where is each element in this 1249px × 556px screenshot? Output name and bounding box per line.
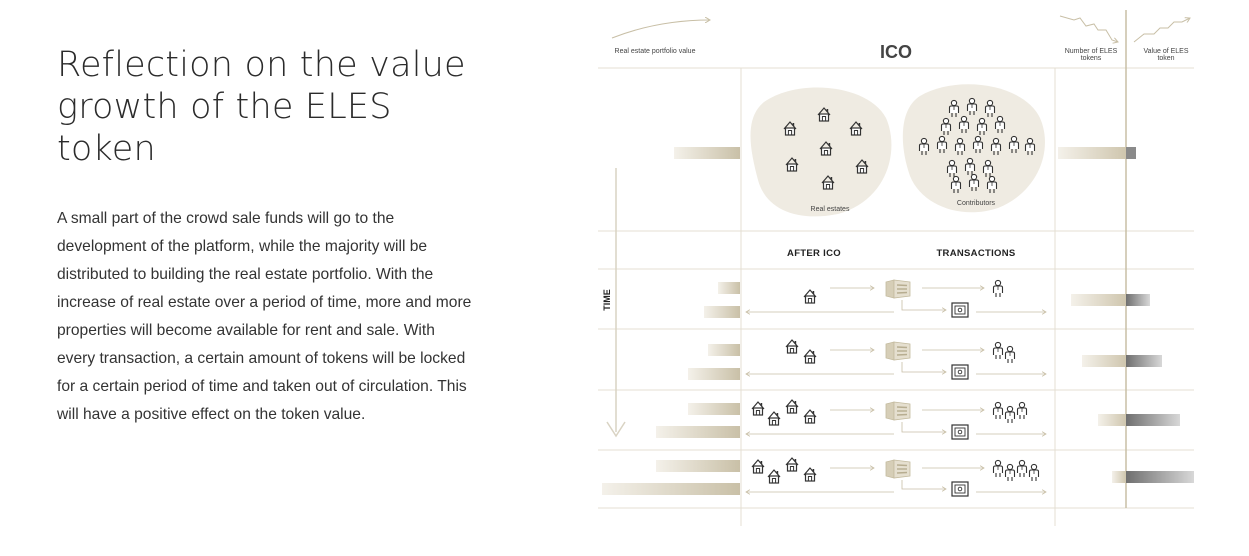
value-bar-4 <box>1126 471 1194 483</box>
portfolio-bar-3a <box>688 403 740 415</box>
page-title: Reflection on the value growth of the EL… <box>57 45 466 169</box>
portfolio-value-label: Real estate portfolio value <box>614 48 696 55</box>
portfolio-bar-3b <box>656 426 740 438</box>
value-bar-1 <box>1126 294 1150 306</box>
real-estates-label: Real estates <box>810 206 850 213</box>
value-bar-ico <box>1126 147 1136 159</box>
portfolio-bar-ico <box>674 147 740 159</box>
tokens-bar-4 <box>1112 471 1126 483</box>
portfolio-bar-1a <box>718 282 740 294</box>
portfolio-bar-4a <box>656 460 740 472</box>
after-ico-header: AFTER ICO <box>787 248 841 259</box>
portfolio-bar-1b <box>704 306 740 318</box>
value-growth-diagram: Real estate portfolio value ICO Number o… <box>598 0 1198 556</box>
diagram-graphics <box>598 10 1194 526</box>
ico-label: ICO <box>879 42 912 62</box>
value-bar-3 <box>1126 414 1180 426</box>
portfolio-trend-arrow <box>611 20 710 39</box>
contributors-label: Contributors <box>956 200 996 207</box>
tokens-trend-arrow <box>1059 15 1118 42</box>
tokens-bar-2 <box>1082 355 1126 367</box>
portfolio-bar-2a <box>708 344 740 356</box>
tokens-bar-1 <box>1071 294 1126 306</box>
tokens-bar-3 <box>1098 414 1126 426</box>
tokens-count-label: Number of ELES tokens <box>1064 48 1118 62</box>
tokens-bar-ico <box>1058 147 1126 159</box>
token-value-label: Value of ELES token <box>1143 48 1189 62</box>
transactions-header: TRANSACTIONS <box>936 248 1016 259</box>
portfolio-bar-4b <box>602 483 740 495</box>
value-trend-arrow <box>1133 18 1190 43</box>
description-paragraph: A small part of the crowd sale funds wil… <box>57 210 472 423</box>
portfolio-bar-2b <box>688 368 740 380</box>
time-axis-label: TIME <box>602 289 612 311</box>
value-bar-2 <box>1126 355 1162 367</box>
